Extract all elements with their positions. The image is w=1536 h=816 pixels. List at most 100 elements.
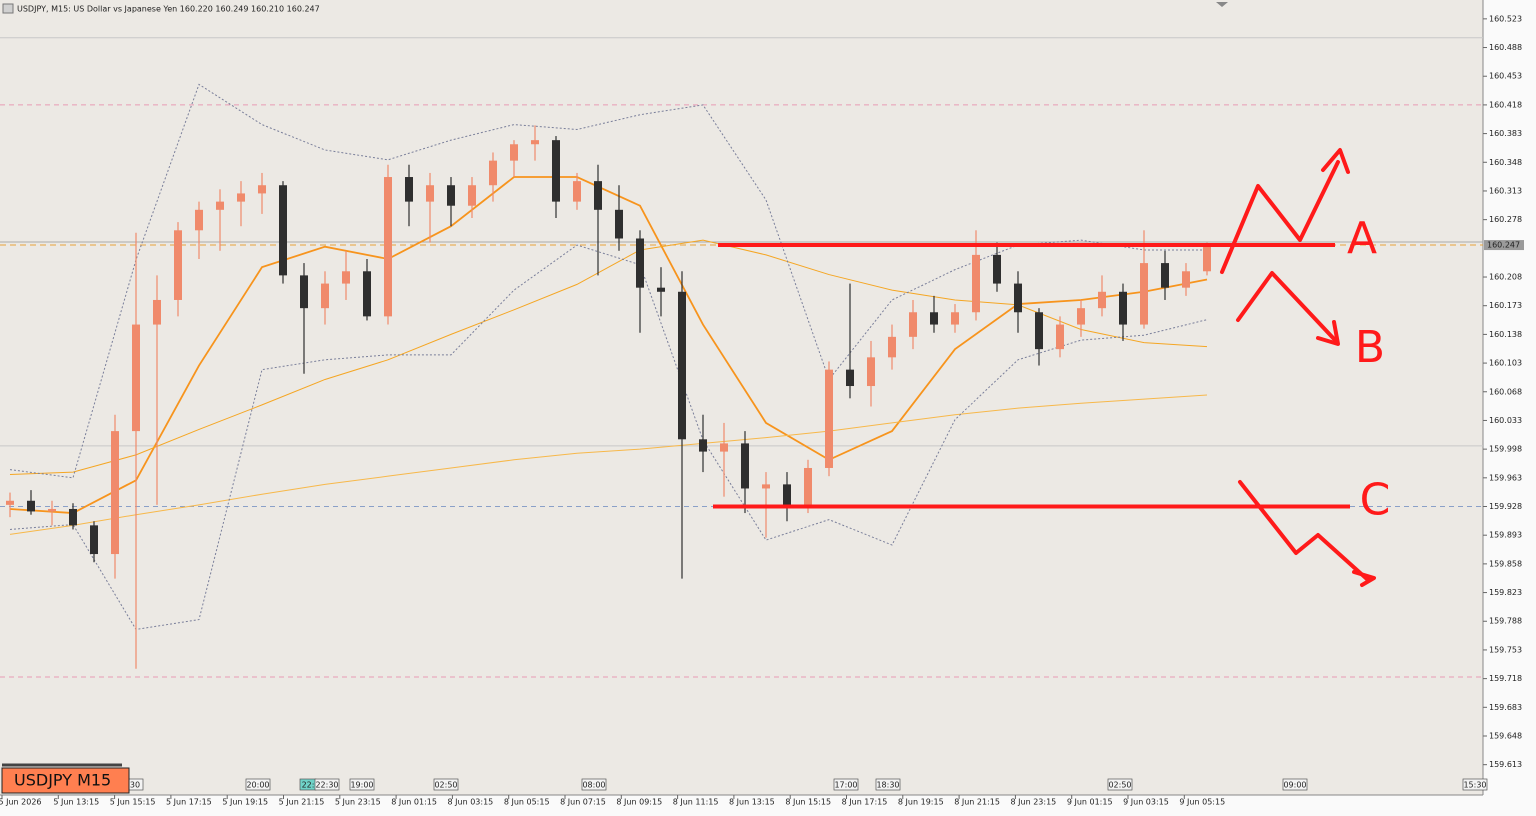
candle-body (1161, 263, 1169, 288)
candle-body (657, 287, 665, 292)
x-tick-label: 8 Jun 17:15 (842, 798, 888, 807)
x-tick-label: 5 Jun 15:15 (110, 798, 156, 807)
y-tick-label: 160.278 (1489, 215, 1522, 224)
scenario-label: B (1355, 322, 1385, 373)
time-marker: 20:00 (246, 781, 269, 790)
y-tick-label: 159.648 (1489, 731, 1522, 740)
candle-body (741, 443, 749, 489)
level-name: C (1360, 475, 1391, 526)
indicator-line (9, 83, 1207, 479)
arrow-b (1236, 271, 1337, 342)
y-tick-label: 159.823 (1489, 588, 1522, 597)
x-tick-label: 5 Jun 23:15 (335, 798, 381, 807)
candle-body (573, 181, 581, 202)
x-tick-label: 8 Jun 09:15 (616, 798, 662, 807)
candle-body (762, 484, 770, 489)
y-tick-label: 160.313 (1489, 186, 1522, 195)
candle-body (27, 500, 35, 512)
x-tick-label: 8 Jun 05:15 (504, 798, 550, 807)
y-tick-label: 159.963 (1489, 473, 1522, 482)
x-tick-label: 8 Jun 13:15 (729, 798, 775, 807)
candle-body (237, 193, 245, 202)
candle-body (363, 271, 371, 317)
price-axis-background (1483, 0, 1536, 816)
indicator-line (9, 176, 1208, 514)
candle-body (153, 299, 161, 325)
y-tick-label: 160.208 (1489, 273, 1522, 282)
candle-body (615, 209, 623, 239)
time-marker: 22: (302, 781, 315, 790)
candle-body (1098, 291, 1106, 309)
y-tick-label: 160.173 (1489, 301, 1522, 310)
candle-body (930, 312, 938, 325)
candle-body (300, 275, 308, 309)
time-marker: 02:50 (1108, 781, 1131, 790)
candle-body (1203, 245, 1211, 272)
candle-body (6, 500, 14, 505)
candle-body (1014, 283, 1022, 313)
candle-body (1077, 308, 1085, 325)
x-tick-label: 5 Jun 17:15 (166, 798, 212, 807)
candle-body (489, 160, 497, 186)
x-tick-label: 5 Jun 19:15 (222, 798, 268, 807)
candle-body (993, 254, 1001, 284)
candle-body (888, 336, 896, 358)
symbol-label: USDJPY M15 (14, 771, 111, 790)
level-name: A (1347, 213, 1377, 264)
candle-body (552, 140, 560, 202)
candle-body (258, 185, 266, 194)
x-tick-label: 8 Jun 15:15 (785, 798, 831, 807)
x-tick-label: 5 Jun 2026 (0, 798, 42, 807)
time-marker: 19:00 (350, 781, 373, 790)
symbol-label-box (1, 767, 130, 794)
y-tick-label: 160.348 (1489, 158, 1522, 167)
y-tick-label: 160.033 (1489, 416, 1522, 425)
arrow-c-head (1352, 570, 1376, 587)
indicator-line (9, 239, 1208, 476)
candle-body (699, 439, 707, 452)
time-marker-box (245, 778, 271, 791)
x-tick-label: 8 Jun 07:15 (560, 798, 606, 807)
candle-body (594, 181, 602, 210)
x-tick-label: 5 Jun 21:15 (279, 798, 325, 807)
time-marker-box (349, 778, 375, 791)
candle-body (783, 484, 791, 505)
indicator-line (9, 394, 1208, 535)
plot-background (0, 0, 1483, 795)
candle-body (48, 508, 56, 512)
x-tick-label: 9 Jun 05:15 (1179, 798, 1225, 807)
candle-body (1035, 312, 1043, 350)
y-tick-label: 160.068 (1489, 387, 1522, 396)
time-marker: 09:00 (1283, 781, 1306, 790)
candle-body (951, 312, 959, 325)
time-marker: 15:30 (1463, 781, 1486, 790)
candle-body (909, 312, 917, 337)
time-marker-box (1107, 778, 1133, 791)
candle-body (804, 467, 812, 505)
y-tick-label: 160.103 (1489, 359, 1522, 368)
time-marker-box (875, 778, 901, 791)
y-tick-label: 159.858 (1489, 559, 1522, 568)
candle-body (90, 525, 98, 555)
candle-body (132, 324, 140, 432)
x-tick-label: 8 Jun 11:15 (673, 798, 719, 807)
candle-body (867, 357, 875, 387)
candle-body (279, 185, 287, 276)
arrow-a (1220, 160, 1340, 274)
y-tick-label: 159.788 (1489, 617, 1522, 626)
candle-body (1140, 263, 1148, 325)
y-tick-label: 160.383 (1489, 129, 1522, 138)
candle-body (447, 185, 455, 206)
indicator-line (9, 244, 1208, 630)
candle-body (972, 254, 980, 313)
candle-body (111, 431, 119, 555)
candle-body (321, 283, 329, 309)
x-tick-label: 8 Jun 03:15 (448, 798, 494, 807)
y-tick-label: 159.998 (1489, 445, 1522, 454)
time-marker-box (1282, 778, 1308, 791)
time-marker-box (581, 778, 607, 791)
x-tick-label: 8 Jun 23:15 (1011, 798, 1057, 807)
y-tick-label: 159.683 (1489, 703, 1522, 712)
candle-body (1182, 271, 1190, 288)
